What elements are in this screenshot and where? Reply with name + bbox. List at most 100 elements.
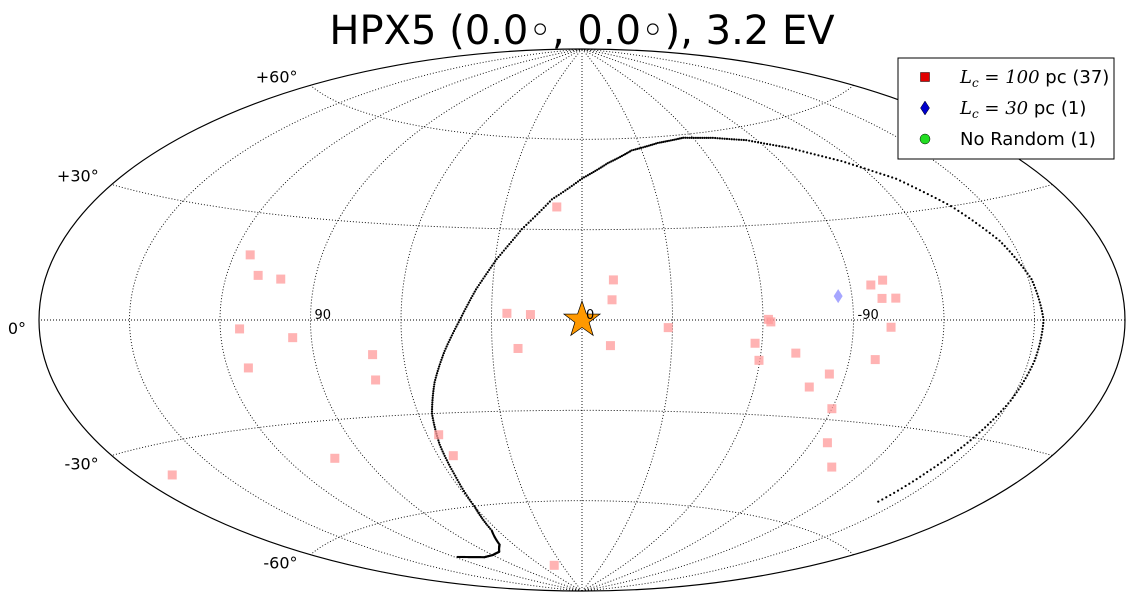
galactic-plane-dot	[489, 266, 492, 269]
galactic-plane-dot	[559, 192, 563, 195]
galactic-plane-dot	[603, 164, 606, 167]
galactic-plane-dot	[548, 200, 551, 203]
square-marker	[870, 355, 880, 365]
galactic-plane-dot	[570, 184, 573, 188]
galactic-plane-dot	[1031, 280, 1034, 284]
galactic-plane-dot	[645, 145, 649, 148]
galactic-plane-dot	[981, 226, 985, 230]
galactic-plane-dot	[630, 149, 633, 152]
galactic-plane-dot	[686, 136, 689, 139]
galactic-plane-dot	[510, 240, 513, 244]
square-marker	[891, 293, 901, 303]
galactic-plane-dot	[791, 147, 794, 150]
chart-title: HPX5 (0.0◦, 0.0◦), 3.2 EV	[329, 8, 835, 54]
event-markers	[167, 202, 901, 570]
longitude-tick-label: -90	[858, 308, 879, 323]
galactic-plane-dot	[437, 367, 440, 370]
galactic-plane-dot	[477, 283, 480, 287]
galactic-plane-dot	[447, 463, 451, 466]
galactic-plane-dot	[430, 408, 434, 411]
galactic-plane-dot	[487, 525, 490, 529]
galactic-plane-dot	[893, 491, 896, 494]
square-marker	[434, 430, 444, 440]
square-marker	[448, 451, 458, 461]
galactic-plane-dot	[975, 434, 978, 437]
galactic-plane-dot	[949, 205, 953, 208]
longitude-tick-label: 0	[586, 308, 594, 323]
galactic-plane-dot	[851, 163, 855, 166]
galactic-plane-dot	[434, 378, 437, 382]
galactic-plane-dot	[432, 421, 435, 424]
galactic-plane-dot	[506, 245, 509, 248]
galactic-plane-dot	[590, 171, 593, 175]
longitude-tick-label: 90	[315, 308, 332, 323]
galactic-plane-dot	[473, 505, 476, 508]
galactic-plane-dot	[895, 177, 898, 180]
galactic-plane-dot	[434, 376, 437, 379]
galactic-plane-dot	[725, 137, 729, 140]
galactic-plane-dot	[580, 177, 584, 180]
galactic-plane-dot	[468, 299, 472, 302]
square-marker	[791, 348, 801, 358]
galactic-plane-dot	[934, 196, 937, 200]
galactic-plane-dot	[1006, 247, 1009, 250]
galactic-plane-dot	[742, 138, 745, 142]
galactic-plane-dot	[968, 216, 971, 220]
galactic-plane-dot	[586, 174, 589, 177]
galactic-plane-dot	[766, 142, 769, 146]
galactic-plane-dot	[601, 165, 604, 168]
galactic-plane-dot	[1042, 318, 1045, 322]
galactic-plane-dot	[478, 513, 481, 517]
parallel-line	[111, 409, 1053, 456]
galactic-plane-dot	[1008, 250, 1011, 253]
galactic-plane-dot	[889, 493, 892, 497]
galactic-plane-dot	[806, 151, 809, 154]
galactic-plane-dot	[926, 192, 929, 196]
square-marker	[754, 355, 764, 365]
galactic-plane-dot	[491, 264, 494, 267]
galactic-plane-dot	[1002, 407, 1005, 410]
galactic-plane-dot	[597, 167, 601, 170]
parallel-line	[310, 84, 854, 140]
galactic-plane-dot	[938, 198, 941, 202]
latitude-labels: +60° +30° 0° -30° -60°	[8, 67, 298, 572]
galactic-plane-dot	[781, 145, 784, 148]
square-marker	[866, 280, 876, 290]
galactic-plane-dot	[476, 510, 479, 513]
square-marker	[750, 338, 760, 348]
galactic-plane-dot	[482, 277, 485, 280]
galactic-plane-dot	[964, 214, 967, 217]
galactic-plane-dot	[745, 139, 748, 142]
galactic-plane-dot	[656, 141, 659, 145]
galactic-plane-dot	[701, 136, 704, 139]
galactic-plane-dot	[680, 137, 683, 140]
galactic-plane-dot	[462, 489, 465, 493]
galactic-plane-dot	[467, 301, 470, 304]
galactic-plane-dot	[649, 144, 652, 147]
galactic-plane-dot	[444, 347, 447, 350]
galactic-plane-dot	[596, 168, 599, 171]
galactic-plane-dot	[694, 136, 698, 139]
galactic-plane-dot	[688, 136, 691, 139]
galactic-plane-dot	[1035, 289, 1038, 292]
galactic-plane-dot	[794, 148, 798, 151]
galactic-plane-dot	[933, 466, 936, 469]
galactic-plane-dot	[454, 327, 457, 330]
square-marker	[878, 275, 888, 285]
galactic-plane-dot	[576, 180, 580, 183]
galactic-plane-dot	[617, 156, 620, 159]
galactic-plane-dot	[981, 428, 984, 432]
galactic-plane-dot	[445, 345, 448, 348]
galactic-plane-dot	[692, 136, 695, 139]
galactic-plane-dot	[431, 401, 434, 404]
galactic-plane-dot	[477, 512, 480, 515]
galactic-plane-dot	[433, 423, 436, 426]
galactic-plane-dot	[989, 421, 992, 424]
galactic-plane-dot	[432, 387, 435, 391]
galactic-plane-dot	[1017, 261, 1021, 264]
galactic-plane-dot	[978, 431, 981, 434]
galactic-plane-dot	[957, 209, 960, 212]
galactic-plane-dot	[562, 190, 565, 194]
galactic-plane-dot	[1033, 286, 1037, 289]
galactic-plane-dot	[991, 234, 995, 237]
